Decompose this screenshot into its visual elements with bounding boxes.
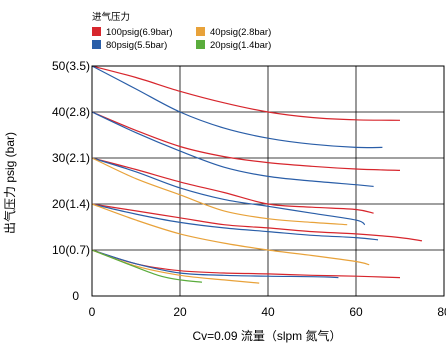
x-axis-ticks: 0 20 40 60 80 [89, 305, 446, 319]
series-lines [91, 65, 423, 284]
legend-swatch-3 [92, 40, 101, 49]
x-tick-label-40: 40 [261, 305, 275, 319]
y-axis-ticks: 0 10(0.7) 20(1.4) 30(2.1) 40(2.8) 50(3.5… [52, 59, 90, 303]
series-line-9 [91, 203, 379, 241]
x-tick-label-0: 0 [89, 305, 96, 319]
legend-entry-3: 80psig(5.5bar) [92, 40, 167, 51]
y-tick-label-50: 50(3.5) [52, 59, 90, 73]
legend-label-3: 80psig(5.5bar) [106, 40, 167, 51]
series-line-1 [91, 65, 401, 121]
series-line-12 [91, 249, 339, 279]
series-line-7 [91, 157, 348, 226]
legend-entry-1: 100psig(6.9bar) [92, 27, 173, 38]
legend: 进气压力 100psig(6.9bar) 40psig(2.8bar) 80ps… [92, 11, 271, 51]
legend-label-1: 100psig(6.9bar) [106, 27, 173, 38]
y-tick-label-10: 10(0.7) [52, 243, 90, 257]
plot-frame [91, 65, 445, 297]
series-line-2 [91, 65, 383, 149]
legend-swatch-4 [196, 40, 205, 49]
series-line-8 [91, 203, 423, 242]
series-line-10 [91, 203, 370, 266]
y-tick-label-20: 20(1.4) [52, 197, 90, 211]
legend-swatch-2 [196, 27, 205, 36]
series-line-5 [91, 157, 374, 214]
x-tick-label-20: 20 [173, 305, 187, 319]
legend-label-4: 20psig(1.4bar) [210, 40, 271, 51]
x-tick-label-60: 60 [349, 305, 363, 319]
series-line-13 [91, 249, 260, 284]
x-axis-label: Cv=0.09 流量（slpm 氮气） [192, 328, 341, 343]
legend-entry-4: 20psig(1.4bar) [196, 40, 271, 51]
y-tick-label-40: 40(2.8) [52, 105, 90, 119]
legend-title: 进气压力 [92, 11, 130, 23]
series-line-6 [91, 157, 366, 226]
legend-swatch-1 [92, 27, 101, 36]
series-line-14 [91, 249, 203, 283]
x-tick-label-80: 80 [437, 305, 446, 319]
legend-entry-2: 40psig(2.8bar) [196, 27, 271, 38]
y-tick-label-30: 30(2.1) [52, 151, 90, 165]
series-line-4 [91, 111, 374, 188]
y-axis-label: 出气压力 psig (bar) [2, 132, 17, 234]
series-line-3 [91, 111, 401, 171]
legend-label-2: 40psig(2.8bar) [210, 27, 271, 38]
y-tick-label-0: 0 [72, 289, 79, 303]
grid [92, 66, 444, 296]
